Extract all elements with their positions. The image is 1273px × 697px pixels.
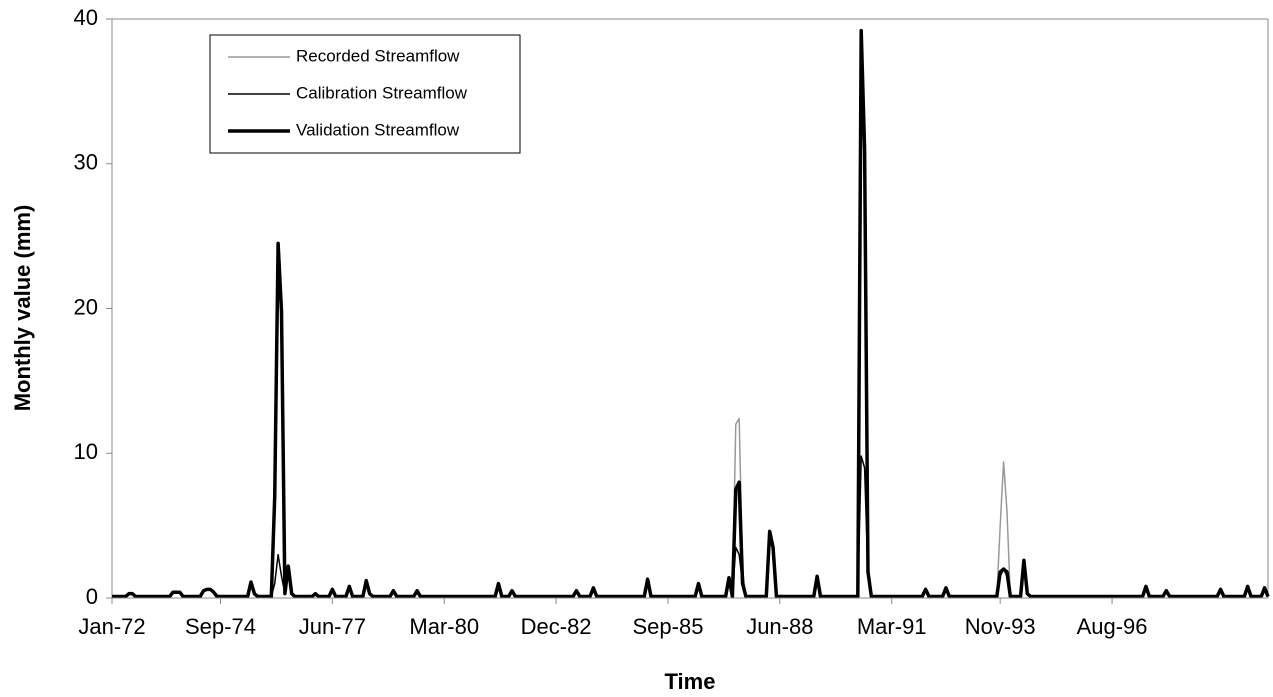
x-tick-label: Sep-74 [185,614,256,639]
y-tick-label: 20 [74,294,98,319]
series-line [112,28,1270,599]
legend-label: Calibration Streamflow [296,83,468,102]
x-tick-label: Mar-91 [857,614,927,639]
x-tick-label: Jun-88 [746,614,813,639]
y-tick-label: 0 [86,584,98,609]
x-tick-label: Dec-82 [521,614,592,639]
x-tick-label: Jun-77 [299,614,366,639]
legend: Recorded Streamflow Calibration Streamflo… [209,34,521,154]
x-axis-title: Time [665,669,716,694]
legend-label: Recorded Streamflow [296,46,460,65]
x-tick-label: Jan-72 [78,614,145,639]
y-tick-label: 30 [74,150,98,175]
x-tick-label: Aug-96 [1077,614,1148,639]
y-tick-label: 10 [74,439,98,464]
y-axis-title: Monthly value (mm) [10,205,35,412]
x-tick-label: Mar-80 [409,614,479,639]
x-tick-label: Sep-85 [632,614,703,639]
legend-label: Validation Streamflow [296,120,460,139]
x-tick-label: Nov-93 [965,614,1036,639]
y-tick-label: 40 [74,5,98,30]
